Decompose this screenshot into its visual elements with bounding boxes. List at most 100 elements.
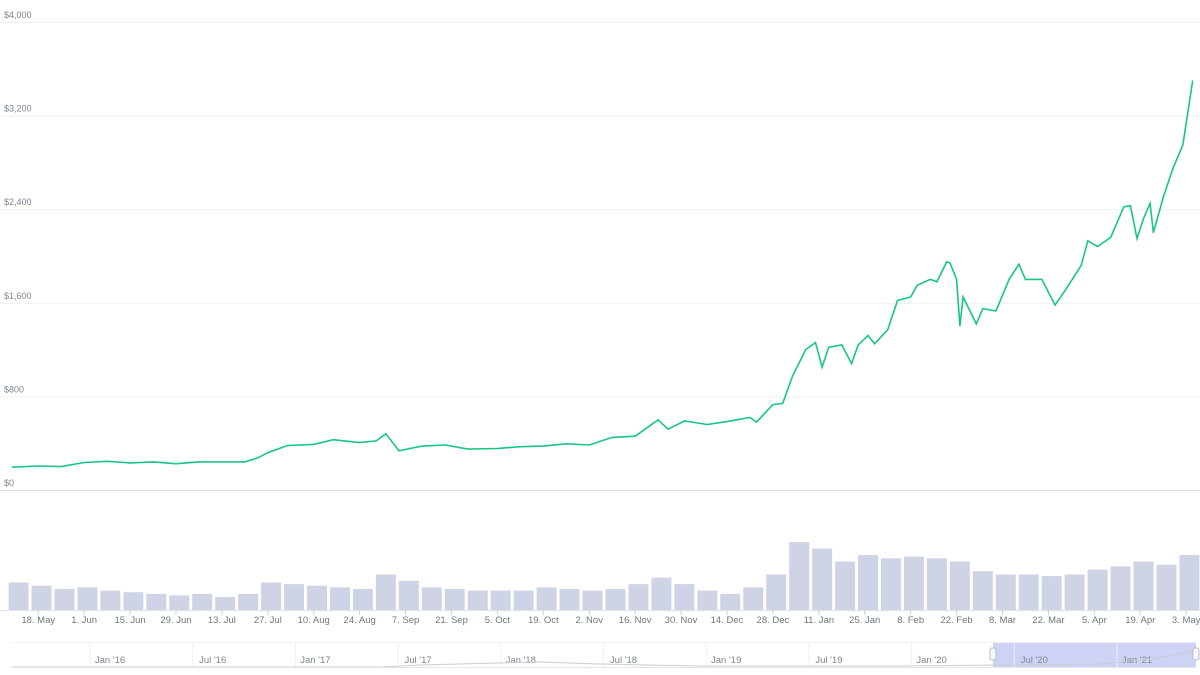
x-tick-label: 22. Feb [940,615,972,626]
volume-bar [972,571,993,610]
volume-bar [789,542,810,610]
volume-bar [8,582,29,610]
range-navigator[interactable]: Jan '16 Jul '16 Jan '17 Jul '17 Jan '18 Jul '… [12,642,1200,668]
volume-bar [284,584,305,610]
x-axis-labels: 18. May 1. Jun 15. Jun 29. Jun 13. Jul 27. Ju… [21,610,1200,626]
navigator-label: Jan '16 [95,655,125,666]
x-tick-label: 5. Apr [1082,615,1107,626]
x-tick-label: 29. Jun [160,615,191,626]
volume-bar [238,593,259,610]
x-tick-label: 30. Nov [665,615,698,626]
y-tick-label: $0 [4,478,14,488]
x-tick-label: 2. Nov [576,615,604,626]
volume-bar [100,590,121,610]
y-axis-labels: $0 $800 $1,600 $2,400 $3,200 $4,000 [4,10,32,488]
navigator-label: Jul '19 [815,655,842,666]
volume-bar [1133,561,1154,610]
navigator-label: Jan '20 [916,655,946,666]
navigator-label: Jan '18 [506,655,536,666]
volume-bar [880,558,901,610]
volume-bar [995,574,1016,610]
x-tick-label: 24. Aug [344,615,376,626]
x-tick-label: 8. Mar [989,615,1016,626]
volume-bar [77,587,98,610]
x-tick-label: 25. Jan [849,615,880,626]
volume-bar [903,556,924,610]
volume-bar [329,587,350,610]
x-tick-label: 13. Jul [208,615,236,626]
volume-bar [926,558,947,610]
volume-bar [398,580,419,610]
x-tick-label: 22. Mar [1032,615,1064,626]
grid-lines [0,22,1200,491]
volume-bar [582,590,603,610]
volume-bar [1156,564,1177,610]
volume-bar [513,590,534,610]
x-tick-label: 10. Aug [298,615,330,626]
navigator-label: Jan '19 [711,655,741,666]
volume-bars [0,542,1200,611]
y-tick-label: $2,400 [4,197,32,207]
navigator-left-handle[interactable] [989,647,997,661]
volume-bar [812,548,833,610]
volume-bar [1064,574,1085,610]
x-tick-label: 28. Dec [757,615,790,626]
volume-bar [261,582,282,610]
volume-bar [1018,574,1039,610]
navigator-series-line [12,649,1197,668]
x-tick-label: 15. Jun [114,615,145,626]
navigator-label: Jan '17 [300,655,330,666]
x-tick-label: 7. Sep [392,615,419,626]
y-tick-label: $3,200 [4,104,32,114]
price-line [11,80,1194,468]
volume-bar [444,588,465,610]
x-tick-label: 14. Dec [711,615,744,626]
y-tick-label: $4,000 [4,10,32,20]
volume-bar [375,574,396,610]
volume-bar [536,587,557,610]
y-tick-label: $800 [4,384,24,394]
volume-bar [146,593,167,610]
navigator-right-handle[interactable] [1192,647,1200,661]
volume-bar [490,590,511,610]
x-tick-label: 19. Apr [1125,615,1155,626]
volume-bar [307,585,328,610]
x-tick-label: 5. Oct [485,615,511,626]
volume-bar [559,588,580,610]
volume-bar [215,597,236,610]
x-tick-label: 27. Jul [254,615,282,626]
x-tick-label: 8. Feb [897,615,924,626]
volume-bar [1110,566,1131,610]
volume-bar [720,593,741,610]
navigator-label: Jul '20 [1021,655,1048,666]
volume-bar [1041,576,1062,610]
x-tick-label: 19. Oct [528,615,559,626]
x-tick-label: 16. Nov [619,615,652,626]
volume-bar [467,590,488,610]
navigator-label: Jul '17 [405,655,432,666]
volume-bar [1179,555,1200,610]
x-tick-label: 21. Sep [435,615,468,626]
x-tick-label: 11. Jan [804,615,834,626]
volume-bar [169,595,190,610]
volume-bar [949,561,970,610]
navigator-label: Jul '16 [199,655,226,666]
volume-bar [352,588,373,610]
navigator-selection [993,643,1196,667]
volume-bar [605,588,626,610]
volume-bar [651,577,672,610]
x-tick-label: 3. May [1172,615,1200,626]
volume-bar [766,574,787,610]
volume-bar [674,584,695,610]
volume-bar [697,590,718,610]
volume-bar [858,555,879,610]
y-tick-label: $1,600 [4,291,32,301]
volume-bar [123,592,144,610]
volume-bar [421,587,442,610]
x-tick-label: 18. May [21,615,55,626]
volume-bar [1087,569,1108,610]
volume-bar [54,588,75,610]
volume-bar [628,584,649,610]
x-tick-label: 1. Jun [71,615,97,626]
